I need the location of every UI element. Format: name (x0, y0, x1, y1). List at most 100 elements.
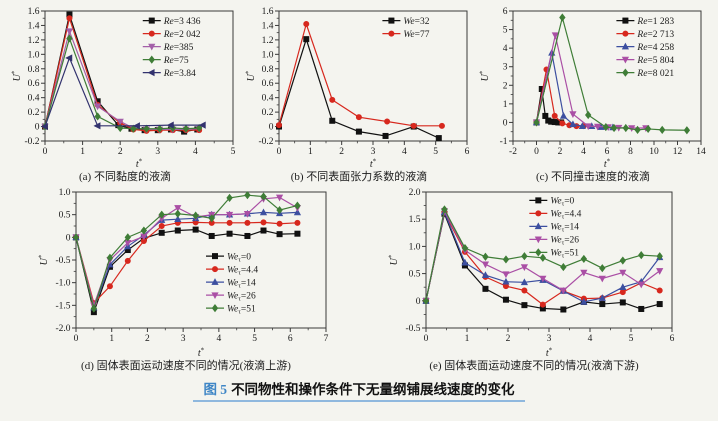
y-tick-label: 0.2 (262, 108, 274, 118)
legend-label: We=32 (403, 17, 429, 27)
subplot-d: 0 1 2 3 4 5 6 7 -2.0 -1.5 -1.0 -0.5 0 0.5 1.0 t* U* Weτ=0… (38, 186, 334, 373)
plot-frame (278, 10, 468, 142)
subplot-a-caption: (a) 不同黏度的液滴 (79, 171, 171, 183)
legend-label: Weτ=0 (227, 252, 251, 263)
x-tick-label: 5 (433, 147, 438, 157)
y-tick-label: 0.4 (262, 94, 274, 104)
y-tick-label: -1.5 (55, 301, 70, 311)
legend-label: Weτ=51 (550, 249, 579, 260)
legend-label: Re=3 436 (163, 17, 201, 27)
y-tick-label: 2 (503, 81, 508, 91)
legend-label: Weτ=51 (227, 304, 256, 315)
figure-title-text: 不同物性和操作条件下无量纲铺展线速度的变化 (231, 382, 515, 397)
x-tick-label: 3 (181, 334, 186, 344)
figure-title-inner: 图 5 不同物性和操作条件下无量纲铺展线速度的变化 (193, 378, 525, 402)
x-tick-label: 6 (465, 147, 470, 157)
subplot-b: 0 1 2 3 4 5 6 -0.2 0 0.2 0.4 0.6 0.8 1.0 1.2 1.4 1.6 t* U*… (245, 5, 473, 184)
subplot-b-caption: (b) 不同表面张力系数的液滴 (290, 171, 428, 183)
y-tick-label: -0.5 (405, 324, 420, 334)
y-tick-label: 0.6 (262, 79, 274, 89)
y-tick-label: 0 (269, 123, 274, 133)
x-tick-label: 4 (402, 147, 407, 157)
x-tick-label: 4 (193, 147, 198, 157)
legend-label: Weτ=26 (227, 291, 256, 302)
legend-label: Weτ=0 (550, 197, 574, 208)
legend: We=32 We=77 (382, 17, 430, 40)
x-tick-label: 12 (673, 147, 683, 157)
y-tick-label: 1.0 (28, 50, 40, 60)
x-tick-label: 0 (43, 147, 48, 157)
x-tick-label: 5 (231, 147, 236, 157)
y-tick-label: 1.4 (262, 21, 274, 31)
y-tick-label: 4 (503, 44, 508, 54)
legend-label: Re=1 283 (636, 17, 674, 27)
legend-label: Re=2 713 (636, 30, 674, 40)
data-series (275, 20, 445, 129)
subplot-row-bottom: 0 1 2 3 4 5 6 7 -2.0 -1.5 -1.0 -0.5 0 0.5 1.0 t* U* Weτ=0… (0, 186, 718, 373)
y-tick-label: 0.8 (262, 65, 274, 75)
x-tick-label: 0 (74, 334, 79, 344)
x-tick-label: 2 (506, 334, 511, 344)
x-axis-label: t* (604, 158, 611, 170)
figure-5: 0 1 2 3 4 5 -0.2 0 0.2 0.4 0.6 0.8 1.0 1.2 1.4 1.6 t* U* R… (0, 5, 718, 402)
y-tick-label: -2.0 (55, 324, 70, 334)
x-tick-label: 5 (252, 334, 257, 344)
y-tick-label: -1 (500, 137, 508, 147)
y-tick-label: 1.0 (59, 188, 71, 198)
y-tick-label: 1.6 (262, 7, 274, 17)
subplot-e-caption: (e) 固体表面运动速度不同的情况(液滴下游) (429, 360, 639, 372)
legend-label: Re=5 804 (636, 56, 674, 66)
x-axis-label: t* (546, 347, 553, 359)
legend-label: Re=2 042 (163, 30, 201, 40)
legend-label: Weτ=4.4 (550, 210, 581, 221)
chart-b-canvas: 0 1 2 3 4 5 6 -0.2 0 0.2 0.4 0.6 0.8 1.0 1.2 1.4 1.6 t* U*… (245, 7, 470, 170)
chart-a-canvas: 0 1 2 3 4 5 -0.2 0 0.2 0.4 0.6 0.8 1.0 1.2 1.4 1.6 t* U* R… (11, 7, 236, 169)
x-tick-label: 10 (649, 147, 659, 157)
y-tick-label: 1.4 (28, 21, 40, 31)
x-tick-label: 14 (696, 147, 706, 157)
y-tick-label: 0 (35, 123, 40, 133)
x-tick-label: 4 (581, 147, 586, 157)
y-tick-label: 1.0 (409, 242, 421, 252)
x-tick-label: 0 (424, 334, 429, 344)
data-series (72, 208, 302, 311)
x-axis-label: t* (198, 347, 205, 359)
legend: Weτ=0 Weτ=4.4 Weτ=14 Weτ=26 Weτ=51 (206, 252, 258, 315)
x-tick-label: 1 (80, 147, 85, 157)
x-tick-label: 2 (339, 147, 344, 157)
figure-title: 图 5 不同物性和操作条件下无量纲铺展线速度的变化 (0, 378, 718, 402)
x-tick-label: 1 (109, 334, 114, 344)
chart-d-canvas: 0 1 2 3 4 5 6 7 -2.0 -1.5 -1.0 -0.5 0 0.5 1.0 t* U* Weτ=0… (38, 188, 329, 359)
y-tick-label: 0.6 (28, 79, 40, 89)
y-axis-label: U* (479, 70, 491, 81)
y-tick-label: 1.6 (28, 7, 40, 17)
subplot-row-top: 0 1 2 3 4 5 -0.2 0 0.2 0.4 0.6 0.8 1.0 1.2 1.4 1.6 t* U* R… (0, 5, 718, 184)
legend: Weτ=0 Weτ=4.4 Weτ=14 Weτ=26 Weτ=51 (529, 197, 582, 260)
data-series (422, 205, 663, 305)
legend-label: Weτ=4.4 (227, 265, 258, 276)
y-tick-label: 1.0 (262, 50, 274, 60)
legend-label: Weτ=26 (550, 236, 579, 247)
x-tick-label: 3 (371, 147, 376, 157)
data-series (72, 191, 301, 313)
x-tick-label: 4 (216, 334, 221, 344)
axes: 0 1 2 3 4 5 6 -0.5 0 0.5 1.0 1.5 2.0 (405, 188, 674, 344)
x-axis-label: t* (370, 158, 377, 170)
y-axis-label: U* (245, 70, 257, 81)
x-tick-label: 0 (534, 147, 539, 157)
x-tick-label: 1 (308, 147, 313, 157)
y-tick-label: -0.2 (24, 137, 39, 147)
legend-label: Re=75 (163, 56, 189, 66)
y-tick-label: 5 (503, 26, 508, 36)
data-series (275, 36, 442, 142)
figure-number: 图 5 (203, 382, 228, 397)
x-tick-label: 2 (558, 147, 563, 157)
subplot-e: 0 1 2 3 4 5 6 -0.5 0 0.5 1.0 1.5 2.0 t* U* Weτ=0 Weτ=4.4… (388, 186, 680, 373)
y-tick-label: 1.5 (409, 215, 421, 225)
legend-label: We=77 (403, 30, 429, 40)
y-tick-label: 0 (66, 233, 71, 243)
y-tick-label: 0.5 (59, 211, 71, 221)
y-tick-label: 3 (503, 63, 508, 73)
